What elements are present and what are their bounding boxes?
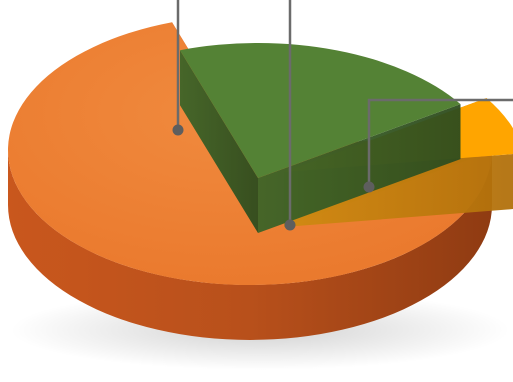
pie-slices (8, 22, 513, 340)
leader-dot-0 (172, 124, 184, 136)
slice-cut-1-0 (180, 50, 258, 234)
slice-1 (180, 43, 461, 234)
leader-dot-2 (363, 181, 375, 193)
slice-top-1 (180, 43, 461, 178)
leader-dot-1 (284, 219, 296, 231)
slice-side-0 (8, 150, 492, 340)
leader-lines (172, 0, 513, 231)
leader-line-2 (367, 98, 513, 187)
slice-cut-1-1 (258, 104, 461, 233)
